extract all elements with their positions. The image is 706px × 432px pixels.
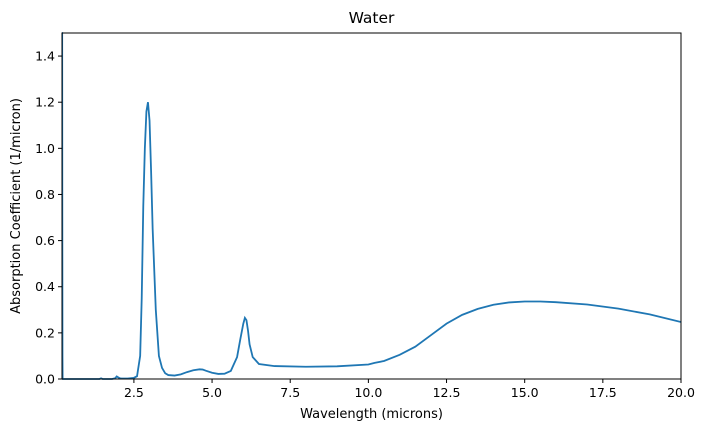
x-tick-label: 7.5 bbox=[280, 385, 300, 400]
x-axis-label: Wavelength (microns) bbox=[300, 407, 443, 422]
x-tick-label: 17.5 bbox=[589, 385, 617, 400]
x-tick-label: 15.0 bbox=[511, 385, 539, 400]
chart-title: Water bbox=[349, 9, 395, 27]
x-tick-label: 20.0 bbox=[667, 385, 695, 400]
y-axis-label: Absorption Coefficient (1/micron) bbox=[9, 98, 24, 314]
y-tick-label: 0.0 bbox=[35, 372, 55, 387]
series-line bbox=[62, 32, 681, 380]
y-tick-label: 0.4 bbox=[35, 279, 55, 294]
y-tick-label: 0.8 bbox=[35, 187, 55, 202]
plot-frame bbox=[61, 32, 682, 380]
y-tick-label: 1.2 bbox=[35, 95, 55, 110]
x-tick-label: 10.0 bbox=[354, 385, 382, 400]
x-tick-label: 2.5 bbox=[124, 385, 144, 400]
x-axis: 2.5 5.0 7.5 10.0 12.5 15.0 17.5 20.0 bbox=[124, 379, 695, 400]
y-tick-label: 1.4 bbox=[35, 49, 55, 64]
y-tick-label: 1.0 bbox=[35, 141, 55, 156]
plot-area bbox=[61, 32, 682, 380]
x-tick-label: 12.5 bbox=[433, 385, 461, 400]
y-tick-label: 0.6 bbox=[35, 233, 55, 248]
y-axis: 0.0 0.2 0.4 0.6 0.8 1.0 1.2 1.4 bbox=[35, 49, 62, 387]
y-tick-label: 0.2 bbox=[35, 325, 55, 340]
x-tick-label: 5.0 bbox=[202, 385, 222, 400]
